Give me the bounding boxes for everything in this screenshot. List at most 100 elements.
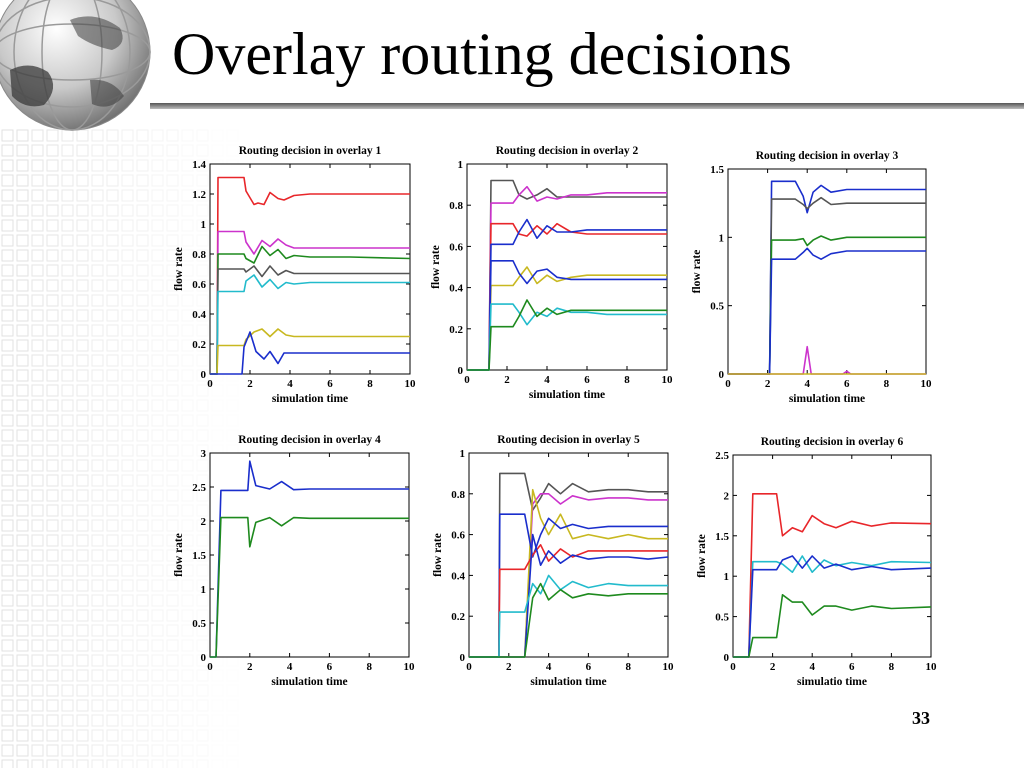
y-axis-label: flow rate (691, 250, 703, 294)
y-tick-label: 0.8 (192, 249, 206, 261)
y-tick-label: 2 (201, 516, 207, 528)
series-line-red (469, 543, 668, 658)
series-line-gray (728, 196, 926, 375)
series-line-green (210, 516, 409, 658)
y-tick-label: 3 (201, 448, 207, 460)
y-tick-label: 1 (724, 571, 730, 583)
series-line-cyan (469, 574, 668, 658)
chart-panel-2: Routing decision in overlay 2 0 2 4 6 8 10 0 0.2… (430, 145, 673, 401)
plot-frame (466, 163, 668, 371)
x-tick-label: 2 (247, 661, 253, 673)
chart-panel-5: Routing decision in overlay 5 0 2 4 6 8 10 0 0.2… (432, 434, 674, 688)
x-tick-label: 4 (544, 374, 550, 386)
y-tick-label: 0.8 (451, 489, 465, 501)
x-tick-label: 6 (327, 661, 333, 673)
chart-title: Routing decision in overlay 3 (756, 150, 899, 162)
y-tick-label: 0.5 (192, 618, 206, 630)
y-tick-label: 0 (201, 652, 207, 664)
y-tick-label: 0.6 (192, 279, 206, 291)
x-tick-label: 0 (730, 661, 736, 673)
chart-title: Routing decision in overlay 2 (496, 145, 639, 157)
y-tick-label: 1 (201, 584, 207, 596)
series-line-green (467, 299, 667, 371)
series-line-gray (469, 472, 668, 658)
x-axis-label: simulation time (529, 389, 605, 401)
chart-title: Routing decision in overlay 4 (238, 434, 381, 446)
x-axis-label: simulation time (530, 676, 606, 688)
series-line-red (733, 492, 932, 658)
y-tick-label: 1 (719, 232, 725, 244)
y-tick-label: 1.2 (192, 189, 206, 201)
series-line-blue (469, 533, 669, 658)
x-tick-label: 2 (504, 374, 510, 386)
chart-panel-3: Routing decision in overlay 3 0 2 4 6 8 10 0 0.5… (691, 150, 932, 405)
y-tick-label: 0 (201, 369, 207, 381)
series-line-red (467, 222, 667, 371)
y-tick-label: 0.2 (192, 339, 206, 351)
y-tick-label: 2.5 (192, 482, 206, 494)
x-axis-label: simulation time (789, 393, 865, 405)
y-axis-label: flow rate (432, 533, 444, 577)
y-axis-label: flow rate (696, 534, 708, 578)
x-tick-label: 6 (849, 661, 855, 673)
y-axis-label: flow rate (430, 245, 442, 289)
series-line-blue (467, 259, 667, 371)
x-tick-label: 2 (770, 661, 776, 673)
series-line-magenta (210, 230, 410, 375)
title-divider (150, 103, 1024, 109)
y-axis-label: flow rate (173, 533, 185, 577)
x-tick-label: 8 (889, 661, 895, 673)
x-tick-label: 2 (506, 661, 512, 673)
chart-title: Routing decision in overlay 1 (239, 145, 382, 157)
series-line-cyan (733, 555, 932, 658)
x-tick-label: 0 (466, 661, 472, 673)
x-tick-label: 10 (405, 378, 417, 390)
chart-panel-6: Routing decision in overlay 6 0 2 4 6 8 10 0 0.5… (696, 436, 937, 688)
x-tick-label: 0 (207, 378, 213, 390)
x-tick-label: 10 (662, 374, 674, 386)
y-tick-label: 0 (458, 365, 464, 377)
x-tick-label: 8 (366, 661, 372, 673)
series-line-gray (467, 179, 667, 371)
y-tick-label: 2 (724, 490, 730, 502)
y-tick-label: 1 (201, 219, 207, 231)
y-axis-label: flow rate (173, 247, 185, 291)
x-tick-label: 6 (584, 374, 590, 386)
x-axis-label: simulatio time (797, 676, 867, 688)
x-tick-label: 0 (207, 661, 213, 673)
series-line-blue (210, 460, 409, 658)
series-line-blue (469, 513, 668, 658)
x-tick-label: 6 (327, 378, 333, 390)
series-line-yellow (210, 328, 410, 375)
x-tick-label: 0 (464, 374, 470, 386)
plot-frame (727, 168, 927, 375)
x-tick-label: 0 (725, 378, 731, 390)
x-tick-label: 8 (624, 374, 630, 386)
y-tick-label: 1.5 (192, 550, 206, 562)
plot-frame (209, 452, 410, 658)
x-tick-label: 2 (765, 378, 771, 390)
x-tick-label: 8 (625, 661, 631, 673)
y-tick-label: 0.4 (451, 570, 465, 582)
globe-icon (0, 0, 151, 131)
slide-title: Overlay routing decisions (172, 21, 792, 87)
x-tick-label: 6 (586, 661, 592, 673)
y-tick-label: 0 (460, 652, 466, 664)
y-tick-label: 0.5 (710, 301, 724, 313)
x-tick-label: 10 (404, 661, 416, 673)
y-tick-label: 0 (719, 369, 725, 381)
y-tick-label: 1 (460, 448, 466, 460)
series-line-blue (733, 555, 932, 658)
y-tick-label: 0.6 (449, 241, 463, 253)
y-tick-label: 0.4 (449, 283, 463, 295)
series-line-gray (210, 265, 410, 375)
series-line-blue (210, 331, 410, 375)
x-tick-label: 4 (809, 661, 815, 673)
x-tick-label: 10 (663, 661, 675, 673)
series-line-cyan (210, 274, 410, 375)
series-line-blue (467, 218, 667, 371)
series-line-green (469, 582, 668, 658)
plot-frame (732, 454, 932, 658)
x-tick-label: 10 (926, 661, 938, 673)
